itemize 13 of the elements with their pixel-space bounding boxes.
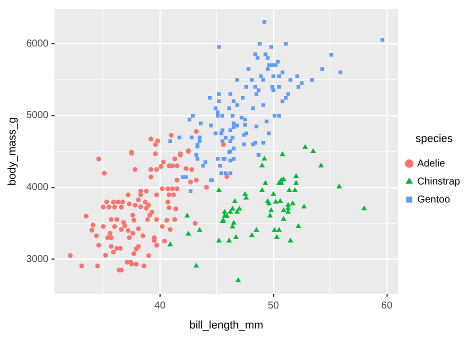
x-tick-label: 40: [154, 300, 166, 312]
y-axis-title: body_mass_g: [6, 117, 19, 186]
legend-title: species: [415, 132, 454, 145]
y-tick-label: 6000: [26, 38, 49, 50]
legend-label: Chinstrap: [417, 176, 460, 188]
y-tick-label: 5000: [26, 110, 49, 122]
x-tick-label: 50: [268, 300, 280, 312]
y-tick-label: 4000: [26, 182, 49, 194]
legend-label: Adelie: [417, 158, 446, 170]
x-tick-label: 60: [381, 300, 393, 312]
y-tick-label: 3000: [26, 254, 49, 266]
x-axis-title: bill_length_mm: [189, 319, 264, 332]
legend-label: Gentoo: [417, 194, 450, 206]
